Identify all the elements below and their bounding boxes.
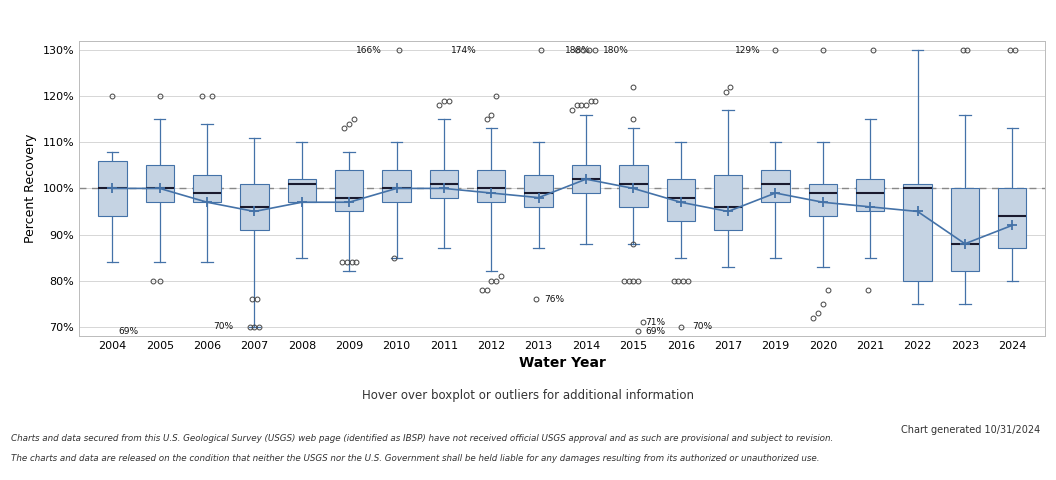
Text: 174%: 174%: [451, 46, 476, 55]
Bar: [193, 175, 222, 202]
Text: Hover over boxplot or outliers for additional information: Hover over boxplot or outliers for addit…: [362, 389, 694, 403]
Bar: [477, 170, 506, 202]
Text: 76%: 76%: [544, 295, 565, 303]
Bar: [714, 175, 742, 230]
Bar: [382, 170, 411, 202]
Text: The charts and data are released on the condition that neither the USGS nor the : The charts and data are released on the …: [11, 454, 819, 463]
Text: 69%: 69%: [645, 327, 665, 336]
Text: 188%: 188%: [565, 46, 590, 55]
Text: Chart generated 10/31/2024: Chart generated 10/31/2024: [901, 425, 1040, 435]
Bar: [571, 165, 600, 193]
Text: 71%: 71%: [645, 318, 665, 327]
Bar: [335, 170, 363, 212]
X-axis label: Water Year: Water Year: [518, 357, 606, 371]
Bar: [619, 165, 647, 207]
Text: 180%: 180%: [603, 46, 628, 55]
Text: 70%: 70%: [693, 322, 713, 331]
Text: 166%: 166%: [356, 46, 382, 55]
Bar: [903, 184, 931, 281]
Bar: [809, 184, 837, 216]
Text: 70%: 70%: [213, 322, 233, 331]
Text: Charts and data secured from this U.S. Geological Survey (USGS) web page (identi: Charts and data secured from this U.S. G…: [11, 434, 833, 444]
Y-axis label: Percent Recovery: Percent Recovery: [24, 134, 37, 243]
Bar: [146, 165, 174, 202]
Text: 69%: 69%: [118, 327, 138, 336]
Text: 129%: 129%: [735, 46, 761, 55]
Bar: [950, 188, 979, 271]
Bar: [856, 179, 885, 212]
Bar: [998, 188, 1026, 248]
Bar: [761, 170, 790, 202]
Bar: [287, 179, 316, 202]
Bar: [666, 179, 695, 221]
Bar: [98, 161, 127, 216]
Bar: [241, 184, 268, 230]
Bar: [430, 170, 458, 198]
Bar: [525, 175, 553, 207]
